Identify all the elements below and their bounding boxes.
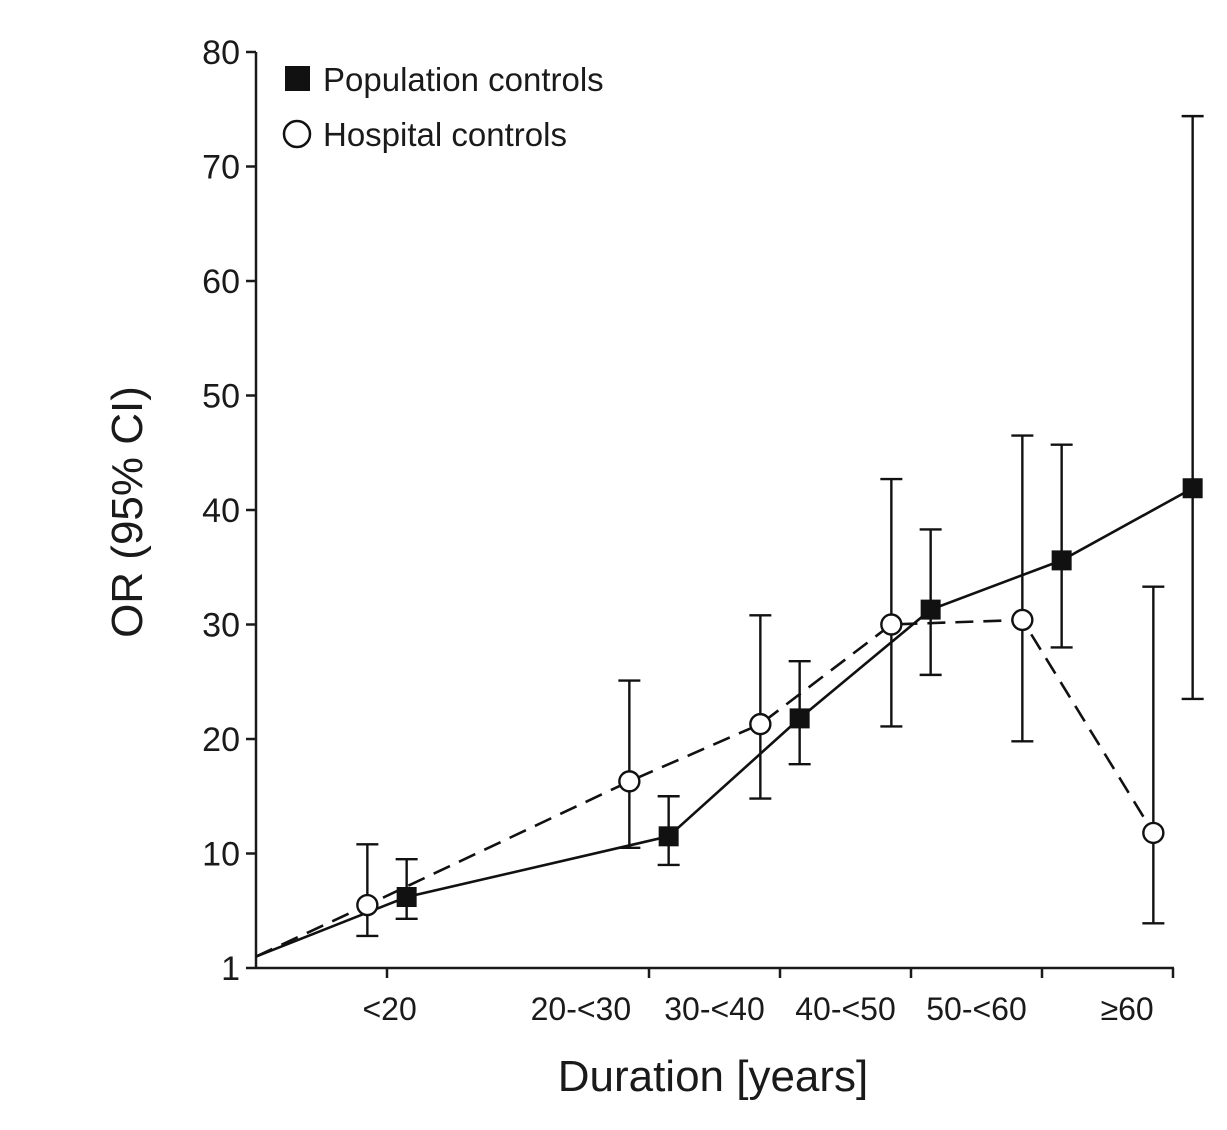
y-axis-title: OR (95% CI) [103,386,152,638]
series-line-hospital-controls [255,618,1155,958]
y-ticks: 1 10 20 30 40 50 60 70 80 [202,34,256,988]
legend-label-hospital-controls: Hospital controls [323,116,567,153]
x-category-label: <20 [362,991,416,1027]
x-axis-title: Duration [years] [558,1052,869,1101]
x-ticks: <20 20-<30 30-<40 40-<50 50-<60 ≥60 [362,968,1175,1027]
data-point-hospital-controls [618,770,641,793]
y-tick-label: 50 [202,378,240,416]
y-tick-label: 1 [221,950,240,988]
y-tick-label: 70 [202,149,240,187]
y-tick-label: 40 [202,492,240,530]
data-point-hospital-controls [1142,821,1165,845]
data-point-population-controls [396,887,417,908]
y-tick-label: 10 [202,836,240,874]
markers [356,478,1203,917]
y-tick-label: 80 [202,34,240,72]
x-category-label: ≥60 [1101,991,1154,1027]
y-tick-label: 30 [202,607,240,645]
data-point-population-controls [658,826,679,847]
data-point-population-controls [789,708,810,729]
x-category-label: 30-<40 [664,991,765,1027]
x-category-label: 20-<30 [531,991,632,1027]
x-category-label: 50-<60 [926,991,1027,1027]
error-bars [356,114,1204,938]
data-point-hospital-controls [880,613,903,636]
data-point-hospital-controls [1011,608,1034,632]
legend-marker-hospital-controls [282,119,312,149]
axes [254,52,1174,970]
data-point-hospital-controls [356,893,379,917]
y-tick-label: 60 [202,263,240,301]
legend-marker-population-controls [285,66,310,91]
data-point-population-controls [1182,478,1203,499]
x-category-label: 40-<50 [795,991,896,1027]
legend-label-population-controls: Population controls [323,61,604,98]
legend: Population controls Hospital controls [282,61,604,153]
y-tick-label: 20 [202,721,240,759]
data-point-population-controls [1051,550,1072,571]
data-point-population-controls [920,599,941,620]
data-point-hospital-controls [749,712,772,736]
